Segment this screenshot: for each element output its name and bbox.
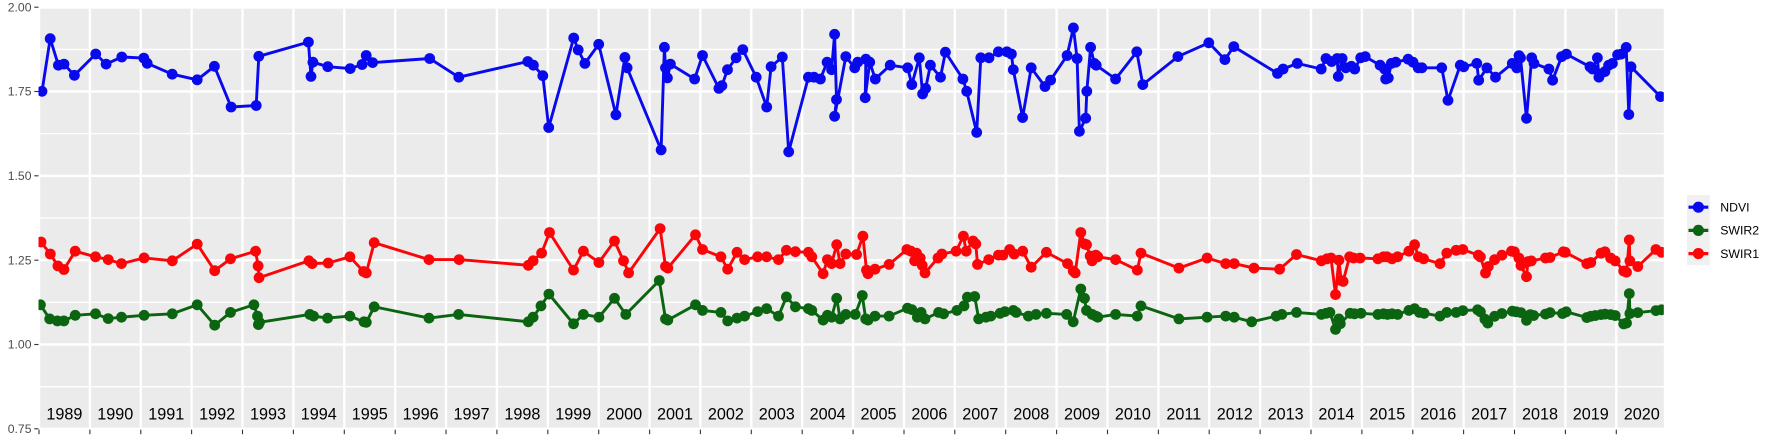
svg-text:1998: 1998 <box>504 406 540 424</box>
svg-text:1994: 1994 <box>301 406 337 424</box>
svg-text:2007: 2007 <box>962 406 998 424</box>
svg-text:2011: 2011 <box>1166 406 1201 424</box>
svg-text:2010: 2010 <box>1115 406 1151 424</box>
svg-text:2009: 2009 <box>1064 406 1100 424</box>
svg-text:2013: 2013 <box>1268 406 1304 424</box>
svg-text:SWIR2: SWIR2 <box>1720 224 1759 238</box>
svg-text:1992: 1992 <box>199 406 235 424</box>
svg-text:1995: 1995 <box>352 406 388 424</box>
svg-text:2002: 2002 <box>708 406 744 424</box>
svg-text:2003: 2003 <box>759 406 795 424</box>
svg-text:1991: 1991 <box>148 406 184 424</box>
svg-text:2018: 2018 <box>1522 406 1558 424</box>
svg-text:2017: 2017 <box>1471 406 1507 424</box>
svg-text:1993: 1993 <box>250 406 286 424</box>
svg-text:2.00: 2.00 <box>8 0 32 14</box>
svg-text:2020: 2020 <box>1624 406 1660 424</box>
svg-text:1.50: 1.50 <box>8 169 32 183</box>
svg-text:2006: 2006 <box>911 406 947 424</box>
svg-text:1999: 1999 <box>555 406 591 424</box>
svg-text:SWIR1: SWIR1 <box>1720 247 1759 261</box>
svg-text:1.00: 1.00 <box>8 338 32 352</box>
svg-text:2014: 2014 <box>1318 406 1354 424</box>
svg-text:2015: 2015 <box>1369 406 1405 424</box>
svg-text:2004: 2004 <box>810 406 846 424</box>
svg-text:0.75: 0.75 <box>8 422 32 436</box>
svg-text:1996: 1996 <box>403 406 439 424</box>
svg-text:2019: 2019 <box>1573 406 1609 424</box>
svg-text:1990: 1990 <box>97 406 133 424</box>
svg-text:2001: 2001 <box>657 406 693 424</box>
svg-text:1.75: 1.75 <box>8 85 32 99</box>
svg-text:2005: 2005 <box>860 406 896 424</box>
svg-text:2008: 2008 <box>1013 406 1049 424</box>
svg-text:2016: 2016 <box>1420 406 1456 424</box>
svg-text:2000: 2000 <box>606 406 642 424</box>
svg-text:1.25: 1.25 <box>8 253 32 267</box>
svg-text:NDVI: NDVI <box>1720 201 1749 215</box>
svg-text:1989: 1989 <box>46 406 82 424</box>
svg-text:2012: 2012 <box>1217 406 1253 424</box>
svg-text:1997: 1997 <box>453 406 489 424</box>
